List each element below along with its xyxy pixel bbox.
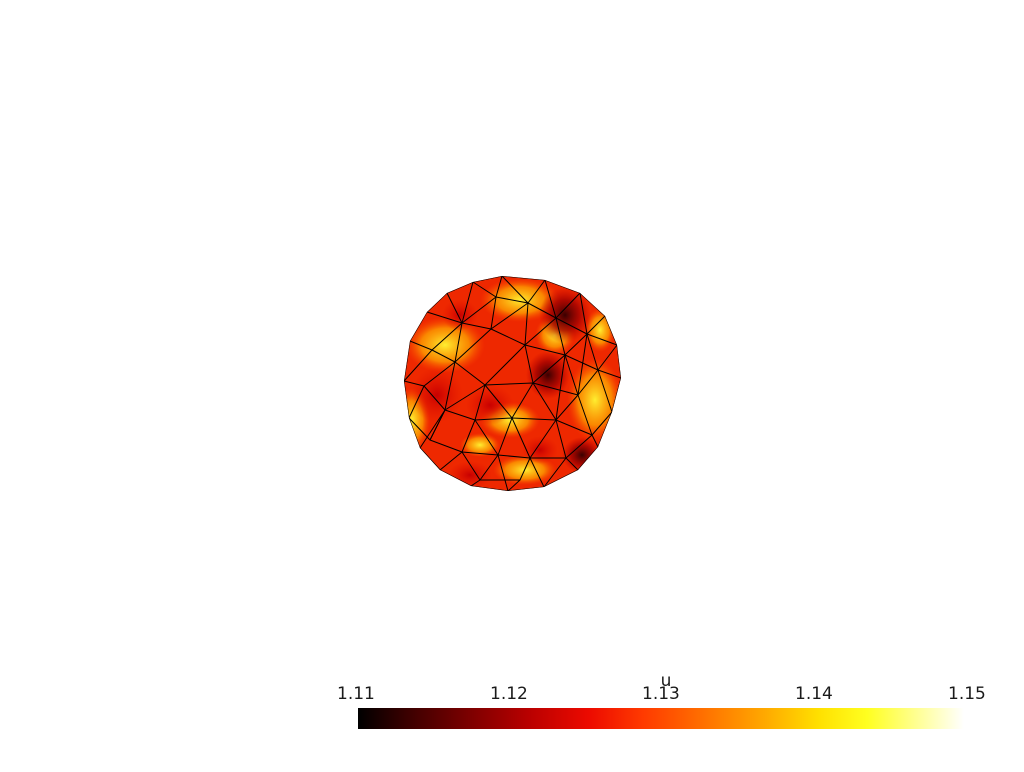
scalar-bar-tick: 1.11 — [337, 684, 375, 704]
scalar-bar-tick: 1.15 — [948, 684, 986, 704]
scalar-bar-gradient — [358, 708, 964, 729]
scalar-bar-tick: 1.14 — [795, 684, 833, 704]
scalar-bar-tick: 1.13 — [642, 684, 680, 704]
scalar-bar-tick: 1.12 — [490, 684, 528, 704]
scalar-bar-title: u — [660, 671, 672, 691]
mesh-sphere — [404, 276, 621, 491]
